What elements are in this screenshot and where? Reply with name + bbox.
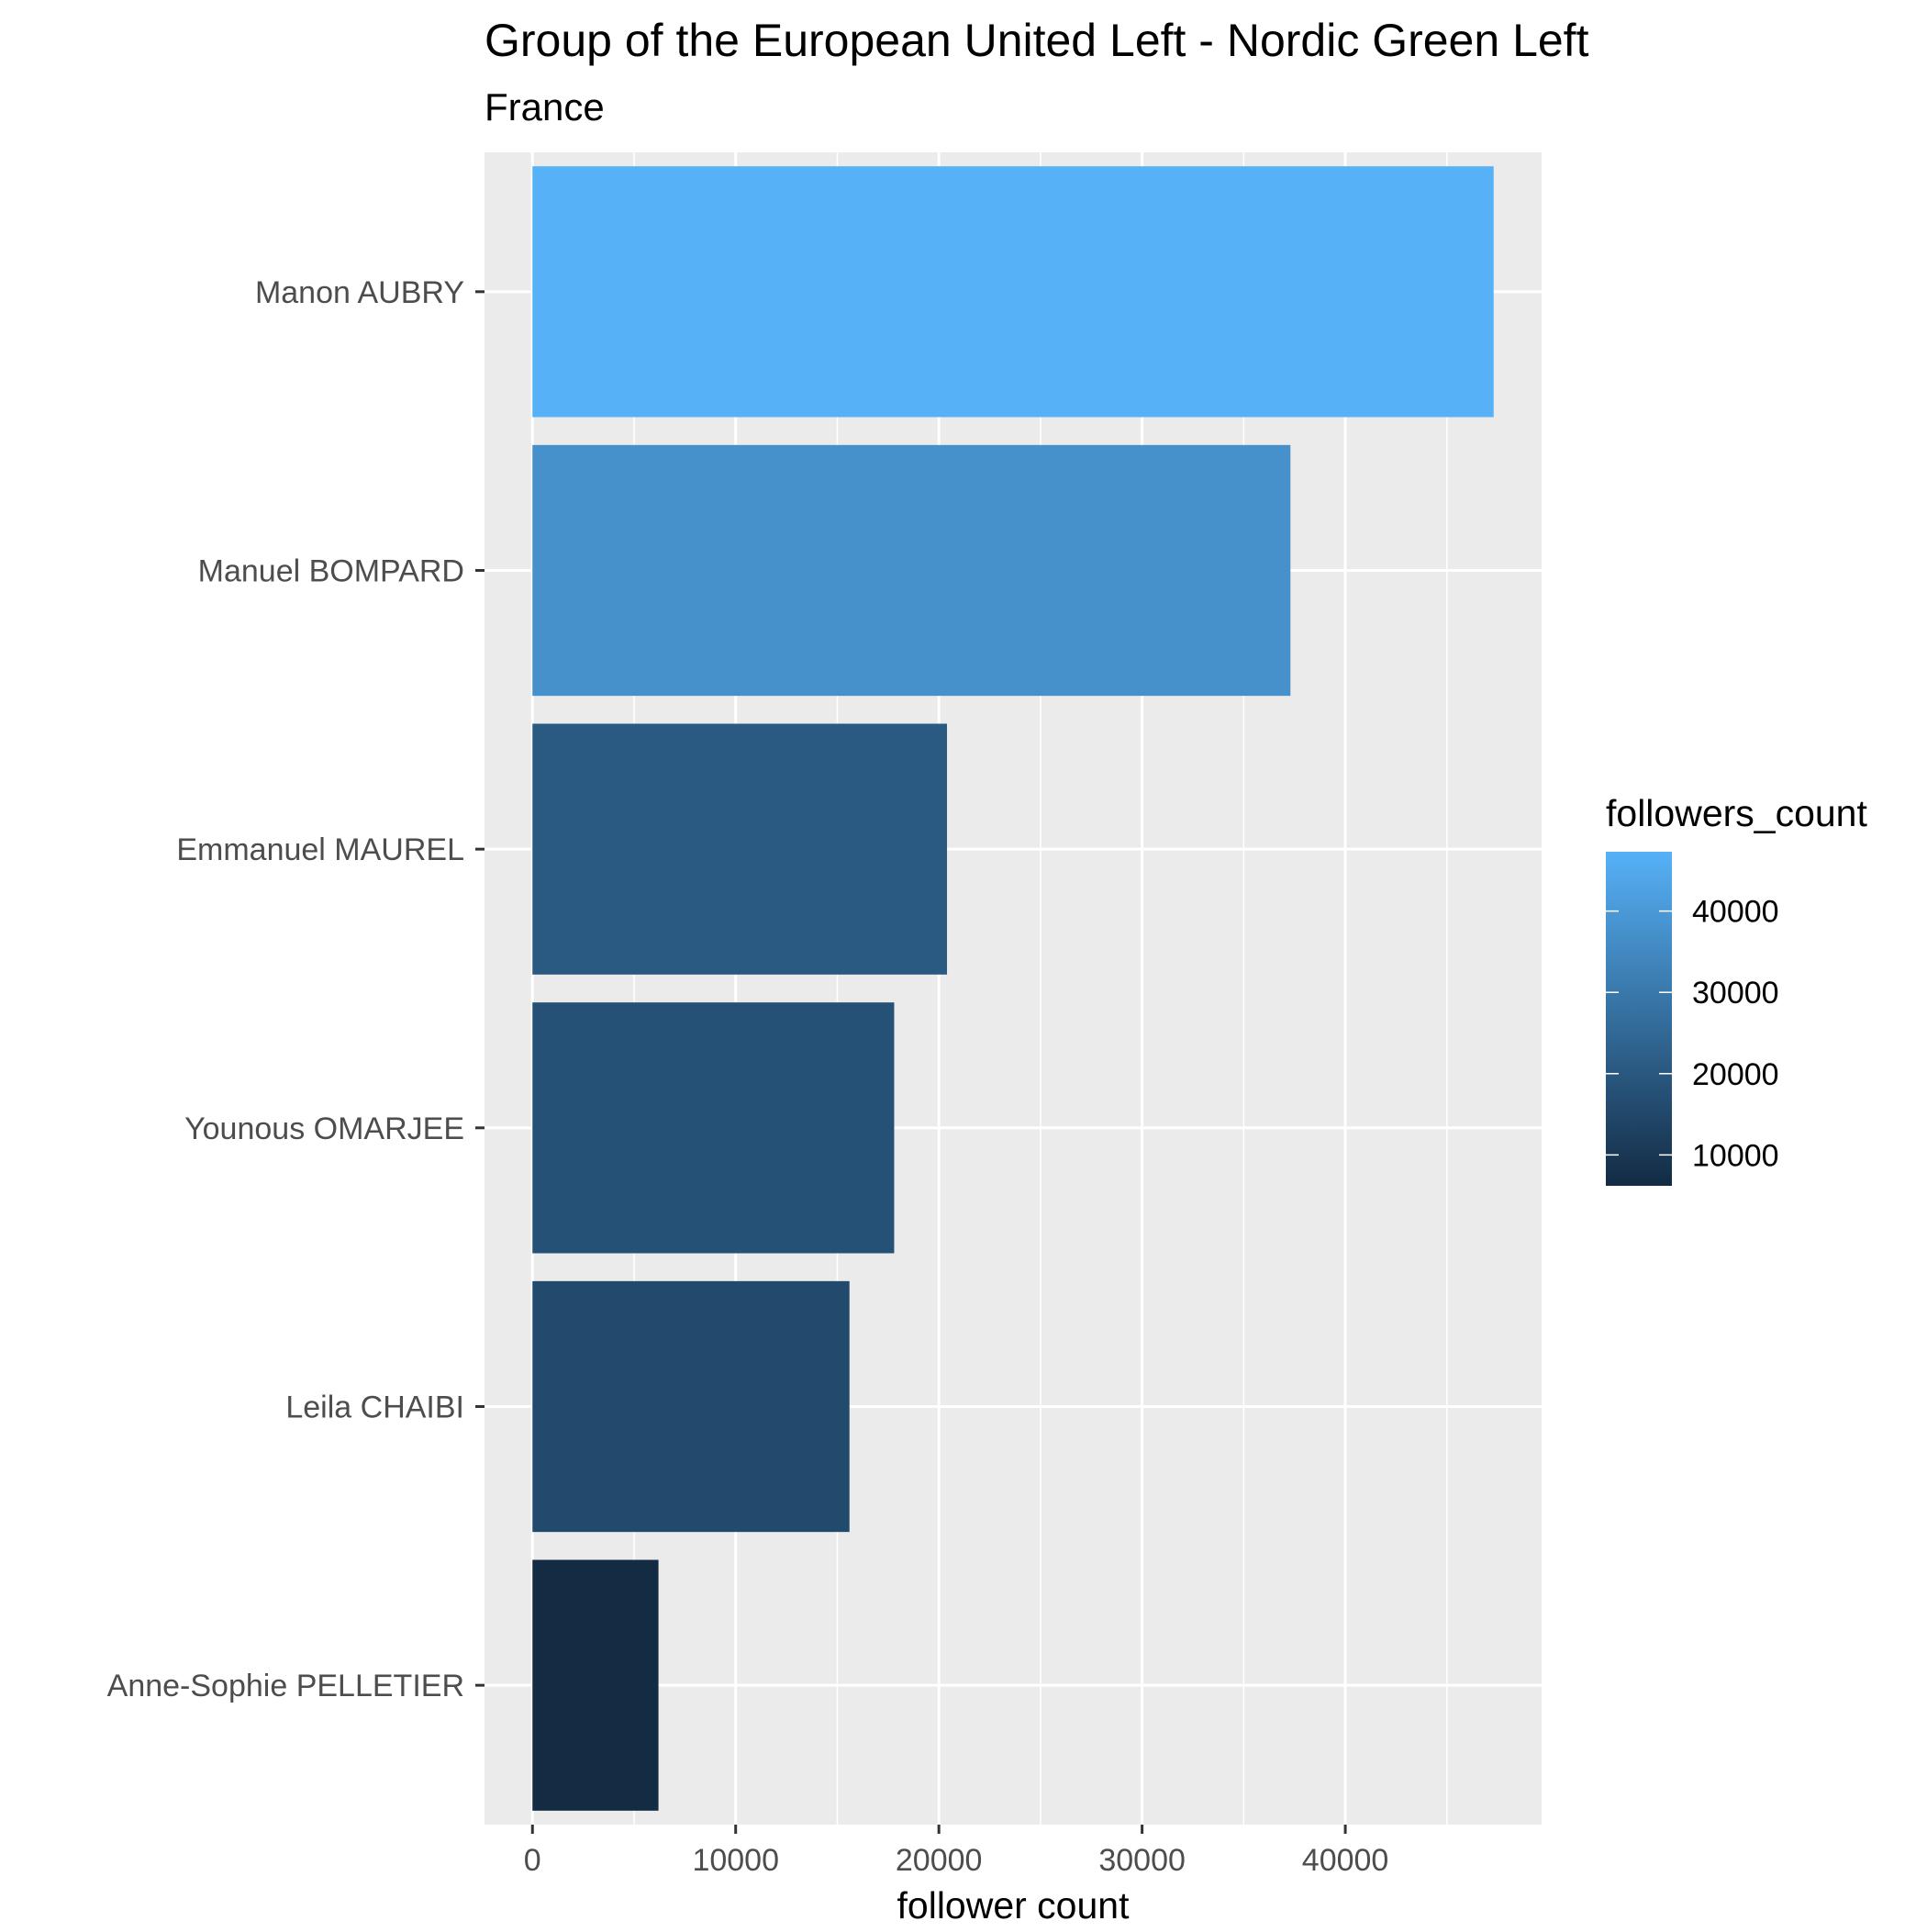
x-tick-label: 40000: [1302, 1843, 1389, 1878]
bar: [532, 1002, 895, 1254]
bars: [532, 166, 1494, 1811]
legend-tick-label: 10000: [1692, 1138, 1779, 1173]
y-tick-label: Anne-Sophie PELLETIER: [107, 1669, 464, 1703]
y-tick-label: Manon AUBRY: [255, 275, 464, 310]
x-axis: 0 10000 20000 30000 40000: [524, 1825, 1389, 1878]
bar: [532, 444, 1291, 697]
legend-colorbar: [1606, 852, 1672, 1186]
y-tick-label: Manuel BOMPARD: [198, 554, 464, 589]
bar: [532, 723, 948, 975]
y-tick-label: Leila CHAIBI: [285, 1390, 464, 1425]
y-tick-label: Emmanuel MAUREL: [176, 832, 464, 867]
bar: [532, 166, 1494, 418]
legend-title: followers_count: [1606, 792, 1867, 834]
x-tick-label: 20000: [896, 1843, 983, 1878]
legend-tick-label: 20000: [1692, 1057, 1779, 1092]
chart-title: Group of the European United Left - Nord…: [485, 15, 1589, 66]
chart-subtitle: France: [485, 85, 605, 128]
x-axis-title: follower count: [897, 1884, 1131, 1926]
plot-panel: [485, 152, 1542, 1825]
x-tick-label: 30000: [1098, 1843, 1186, 1878]
legend: followers_count 10000 20000 30000 40000: [1606, 792, 1867, 1186]
y-axis: Manon AUBRY Manuel BOMPARD Emmanuel MAUREL…: [107, 275, 485, 1703]
legend-tick-label: 30000: [1692, 976, 1779, 1011]
x-tick-label: 0: [524, 1843, 541, 1878]
bar: [532, 1280, 850, 1533]
legend-ticks: 10000 20000 30000 40000: [1606, 895, 1779, 1173]
y-tick-label: Younous OMARJEE: [184, 1111, 464, 1146]
x-tick-label: 10000: [692, 1843, 779, 1878]
legend-tick-label: 40000: [1692, 895, 1779, 930]
bar: [532, 1559, 659, 1811]
